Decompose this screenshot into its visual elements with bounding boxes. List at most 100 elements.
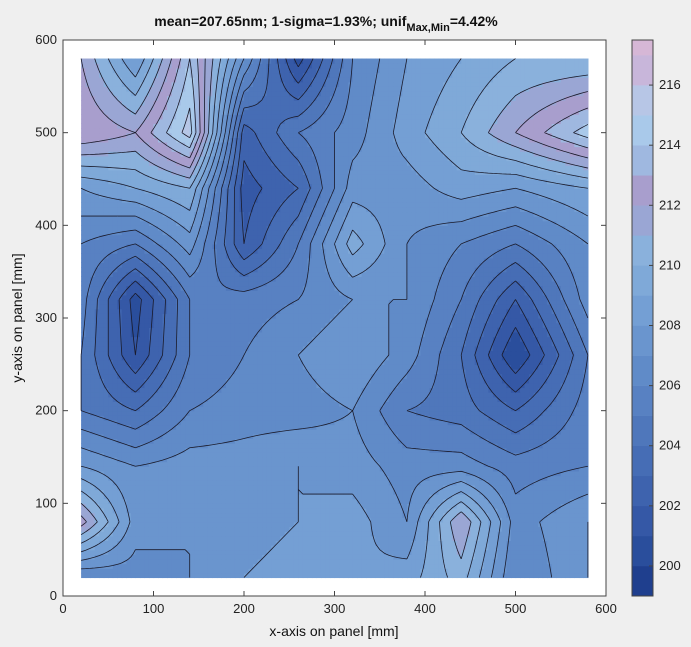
contour-cell [497,457,503,463]
contour-cell [343,521,349,528]
contour-cell [135,373,141,379]
contour-cell [99,563,105,569]
contour-cell [483,461,489,467]
contour-cell [569,494,575,500]
contour-cell [135,526,141,532]
contour-cell [162,452,168,458]
contour-cell [248,517,254,523]
contour-cell [388,401,394,407]
contour-cell [94,568,100,574]
contour-cell [144,484,150,491]
contour-cell [257,410,263,416]
contour-cell [203,433,209,440]
contour-cell [293,368,299,375]
contour-cell [384,401,390,407]
contour-cell [470,415,476,421]
contour-cell [230,503,236,509]
contour-cell [434,512,440,518]
contour-cell [434,406,440,412]
contour-cell [470,438,476,444]
contour-cell [207,545,213,551]
contour-cell [284,549,290,555]
contour-cell [225,433,232,440]
contour-cell [551,373,557,379]
contour-cell [257,531,263,537]
contour-cell [194,535,200,541]
contour-cell [171,410,177,416]
contour-cell [302,424,308,430]
contour-cell [578,572,584,579]
contour-cell [230,498,236,504]
contour-cell [103,466,109,472]
contour-cell [479,572,485,579]
contour-cell [248,419,254,426]
contour-cell [185,382,191,389]
contour-cell [506,382,512,389]
contour-cell [515,378,521,384]
contour-cell [411,517,417,523]
contour-cell [311,447,317,453]
contour-cell [452,378,458,384]
contour-cell [388,466,394,472]
contour-cell [488,475,494,481]
contour-cell [447,554,453,560]
contour-cell [538,498,544,504]
contour-cell [406,466,413,472]
contour-cell [121,410,127,416]
contour-cell [81,401,87,407]
contour-cell [425,378,431,384]
contour-cell [542,535,548,541]
contour-cell [239,563,245,569]
contour-cell [148,387,155,393]
contour-cell [474,521,480,528]
contour-cell [569,378,575,384]
contour-cell [510,401,517,407]
contour-cell [461,503,467,509]
contour-cell [198,503,204,509]
contour-cell [135,507,141,514]
contour-cell [425,424,431,430]
contour-cell [302,549,308,555]
contour-cell [293,429,299,435]
contour-cell [393,443,399,449]
contour-cell [388,554,394,560]
contour-cell [85,503,91,509]
contour-cell [583,466,589,472]
contour-cell [438,406,444,412]
contour-cell [117,563,123,569]
contour-cell [443,558,449,565]
contour-cell [130,466,137,472]
contour-cell [207,452,213,458]
contour-cell [148,457,155,463]
contour-cell [325,545,331,551]
contour-cell [94,392,100,398]
contour-cell [465,447,471,453]
contour-cell [239,531,245,537]
contour-cell [556,545,562,551]
contour-cell [176,484,182,491]
contour-cell [556,401,562,407]
contour-cell [551,424,557,430]
contour-cell [483,438,489,444]
contour-cell [153,401,159,407]
contour-cell [501,545,508,551]
contour-cell [212,401,218,407]
contour-cell [221,443,227,449]
contour-cell [334,438,340,444]
contour-cell [289,489,295,495]
contour-cell [506,392,512,398]
contour-cell [171,373,177,379]
contour-cell [583,480,589,486]
contour-cell [103,392,109,398]
contour-cell [479,554,485,560]
contour-cell [90,554,96,560]
contour-cell [293,545,299,551]
contour-cell [329,512,336,518]
contour-cell [148,521,155,528]
contour-cell [257,540,263,546]
contour-cell [139,415,146,421]
contour-cell [284,526,290,532]
contour-cell [352,447,358,453]
contour-cell [167,452,173,458]
contour-cell [542,507,548,514]
